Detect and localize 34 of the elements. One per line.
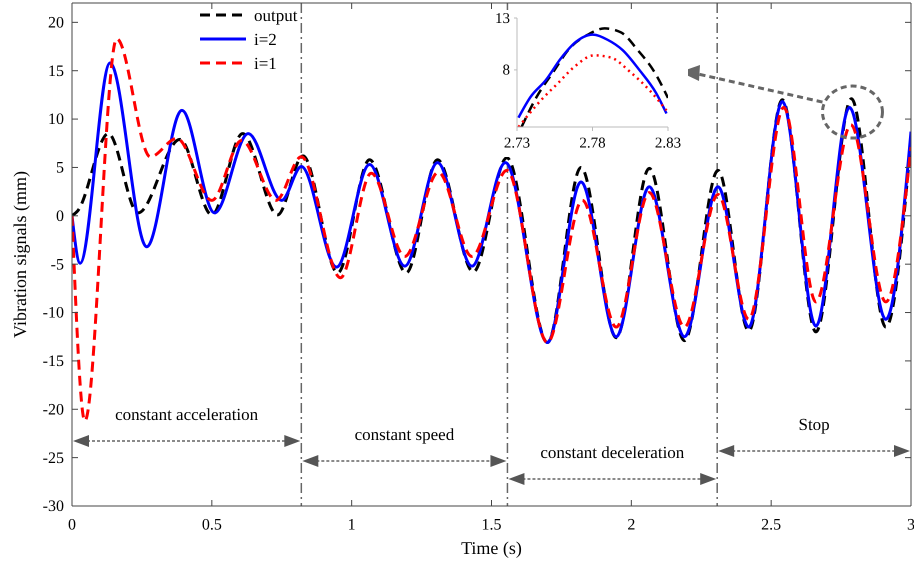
- y-tick-label: -15: [42, 353, 64, 370]
- y-tick-label: 15: [48, 62, 64, 80]
- x-tick-label: 2: [627, 516, 636, 534]
- annotation: constant deceleration: [540, 443, 685, 462]
- y-axis-title: Vibration signals (mm): [10, 171, 30, 338]
- y-tick-label: -25: [42, 450, 64, 467]
- y-tick-label: 10: [48, 111, 64, 128]
- y-tick-label: -30: [42, 498, 64, 516]
- legend-label: output: [254, 6, 298, 25]
- x-tick-label: 2.78: [579, 136, 606, 152]
- line-series: [517, 33, 668, 119]
- x-axis-title: Time (s): [461, 538, 522, 558]
- x-tick-label: 2.5: [761, 516, 782, 534]
- y-tick-label: 20: [48, 14, 64, 32]
- y-tick-label: 0: [56, 208, 64, 225]
- x-tick-label: 0: [68, 516, 76, 534]
- x-tick-label: 1.5: [482, 516, 502, 534]
- y-tick-label: 5: [56, 160, 64, 177]
- legend-label: i=1: [254, 54, 277, 73]
- annotation: Stop: [798, 415, 830, 434]
- y-tick-label: -5: [50, 256, 64, 274]
- x-tick-label: 3: [907, 516, 914, 534]
- annotation: constant speed: [354, 425, 455, 444]
- x-tick-label: 2.73: [504, 136, 530, 152]
- x-tick-label: 1: [348, 516, 356, 534]
- y-tick-label: 13: [495, 10, 510, 27]
- y-tick-label: 8: [502, 62, 510, 79]
- line-series: [520, 27, 668, 127]
- legend-label: i=2: [254, 30, 277, 49]
- x-tick-label: 2.83: [654, 136, 682, 152]
- x-tick-label: 0.5: [202, 516, 222, 534]
- annotation: constant acceleration: [115, 405, 259, 424]
- y-tick-label: -10: [42, 304, 64, 322]
- y-tick-label: -20: [42, 401, 64, 418]
